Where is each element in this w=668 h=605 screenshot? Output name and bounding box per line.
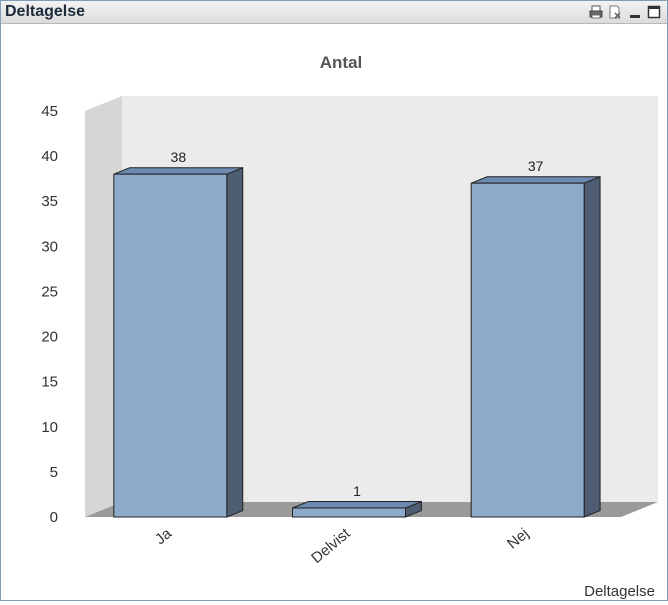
bar-top <box>470 176 601 184</box>
y-tick-label: 5 <box>50 464 58 481</box>
bar-top <box>292 501 422 509</box>
y-tick-label: 20 <box>41 329 58 346</box>
data-label: 1 <box>353 483 361 499</box>
data-label: 37 <box>528 158 544 174</box>
x-tick-label: Ja <box>152 525 176 549</box>
maximize-icon[interactable] <box>647 5 661 19</box>
y-tick-label: 0 <box>50 509 58 526</box>
bar <box>470 182 585 518</box>
y-tick-label: 25 <box>41 283 58 300</box>
y-tick-label: 45 <box>41 103 58 120</box>
data-label: 38 <box>171 149 187 165</box>
minimize-icon[interactable] <box>628 5 642 19</box>
bar <box>113 173 228 518</box>
y-tick-label: 10 <box>41 419 58 436</box>
x-tick-label: Delvist <box>308 525 354 567</box>
clear-selection-icon[interactable] <box>608 5 622 19</box>
chart-title: Antal <box>320 53 363 72</box>
window-title: Deltagelse <box>5 3 86 20</box>
y-tick-label: 40 <box>41 148 58 165</box>
print-icon[interactable] <box>589 5 603 19</box>
bar-chart: Antal 0 5 10 15 20 25 30 35 40 45 38 Ja 1 Delvist 37 Nej… <box>41 53 658 600</box>
bar <box>292 507 406 518</box>
chart-area: Antal 0 5 10 15 20 25 30 35 40 45 38 Ja 1 Delvist 37 Nej… <box>1 24 667 600</box>
bar-side <box>226 166 244 518</box>
x-axis-label: Deltagelse <box>584 583 655 600</box>
bar-side <box>583 175 601 518</box>
bar-top <box>113 167 243 175</box>
chart-side-wall <box>85 96 122 517</box>
y-tick-label: 15 <box>41 374 58 391</box>
window-titlebar: Deltagelse <box>1 1 667 24</box>
y-tick-label: 35 <box>41 193 58 210</box>
x-tick-label: Nej <box>504 525 532 552</box>
y-tick-label: 30 <box>41 238 58 255</box>
